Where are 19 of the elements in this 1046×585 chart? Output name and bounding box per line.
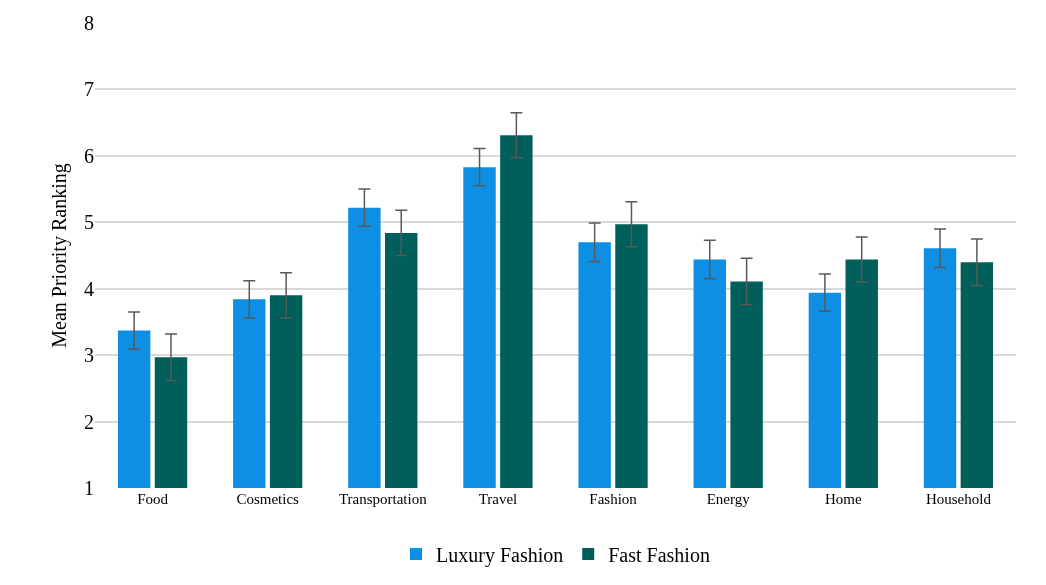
x-tick-label: Home — [824, 491, 862, 507]
x-tick-label: Household — [925, 491, 992, 507]
y-axis-title: Mean Priority Ranking — [47, 163, 71, 348]
x-tick-label: Fashion — [589, 491, 638, 507]
x-tick-label: Food — [137, 491, 169, 507]
legend-label: Luxury Fashion — [436, 543, 564, 567]
y-tick-label: 3 — [84, 344, 94, 367]
y-tick-label: 8 — [84, 12, 94, 34]
x-tick-label: Cosmetics — [236, 491, 300, 507]
y-tick-label: 1 — [84, 477, 94, 499]
y-tick-label: 7 — [84, 78, 94, 101]
y-tick-label: 4 — [84, 277, 94, 300]
x-tick-label: Travel — [478, 491, 518, 507]
x-tick-label: Transportation — [338, 491, 428, 507]
y-tick-label: 6 — [84, 144, 94, 167]
legend-label: Fast Fashion — [608, 543, 710, 566]
y-tick-label: 2 — [84, 410, 94, 433]
y-tick-label: 5 — [84, 211, 94, 234]
x-tick-label: Energy — [706, 491, 751, 507]
